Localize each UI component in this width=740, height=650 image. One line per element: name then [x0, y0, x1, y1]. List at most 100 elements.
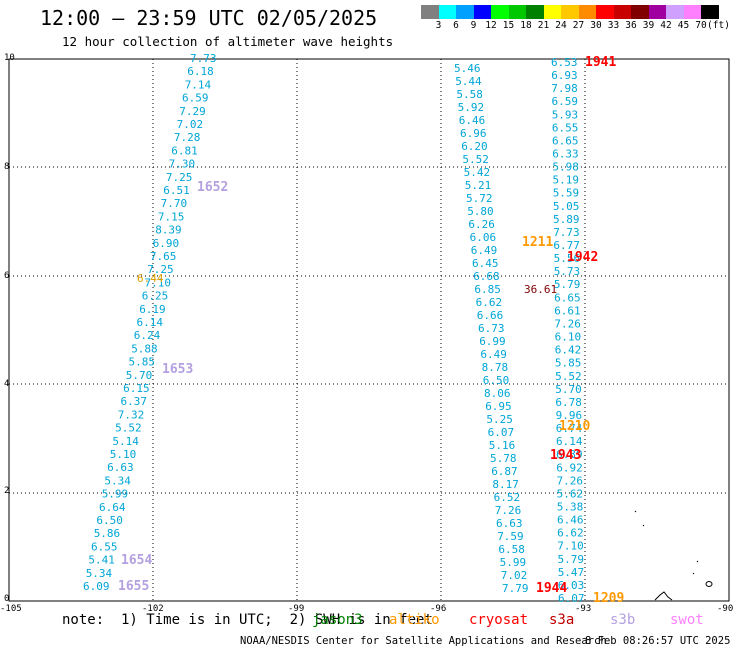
wave-height-label: 7.28 — [174, 131, 201, 144]
wave-height-label: 7.32 — [118, 408, 145, 421]
wave-height-label: 7.79 — [502, 582, 529, 595]
wave-height-label: 7.30 — [169, 158, 196, 171]
x-tick: -105 — [0, 604, 22, 614]
wave-height-label: 6.49 — [471, 244, 498, 257]
wave-height-label: 6.25 — [142, 290, 169, 303]
y-tick: 10 — [4, 53, 15, 63]
wave-height-label: 5.42 — [464, 166, 491, 179]
wave-height-label: 5.47 — [558, 566, 585, 579]
legend-label: 45 — [677, 20, 690, 31]
x-tick: -99 — [288, 604, 304, 614]
wave-height-label: 6.59 — [182, 92, 209, 105]
wave-height-label: 6.62 — [476, 296, 503, 309]
legend-label: 39 — [642, 20, 655, 31]
wave-height-label: 6.55 — [91, 540, 118, 553]
wave-height-label: 6.96 — [460, 127, 487, 140]
legend-label: 15 — [502, 20, 515, 31]
wave-height-label: 5.86 — [94, 527, 121, 540]
wave-height-label: 7.25 — [166, 171, 193, 184]
wave-height-label: 6.49 — [480, 348, 507, 361]
legend-swatch — [543, 5, 561, 19]
wave-height-label: 5.88 — [131, 342, 158, 355]
wave-height-label: 6.66 — [477, 309, 504, 322]
wave-height-label: 5.99 — [500, 556, 526, 569]
wave-height-label: 7.98 — [551, 82, 578, 95]
wave-height-label: 8.17 — [492, 478, 519, 491]
grid-lines — [9, 59, 729, 601]
wave-height-label: 6.14 — [137, 316, 164, 329]
legend-label: 9 — [470, 20, 477, 31]
wave-label: 6.44 — [137, 272, 164, 285]
wave-height-label: 5.99 — [102, 488, 129, 501]
wave-height-label: 5.85 — [555, 357, 582, 370]
wave-height-label: 7.14 — [185, 78, 212, 91]
x-tick: -90 — [717, 604, 733, 614]
wave-height-label: 6.52 — [494, 491, 520, 504]
satellite-jason3: jason3 — [312, 612, 363, 628]
legend-swatch — [613, 5, 631, 19]
x-tick: -93 — [575, 604, 591, 614]
wave-height-label: 6.15 — [123, 382, 150, 395]
wave-height-label: 5.79 — [554, 278, 581, 291]
legend-swatch — [578, 5, 596, 19]
wave-height-label: 6.85 — [474, 283, 501, 296]
y-tick: 0 — [4, 594, 9, 604]
wave-height-label: 6.09 — [83, 580, 110, 593]
wave-height-label: 6.55 — [552, 121, 579, 134]
legend-label: 27 — [572, 20, 585, 31]
wave-height-label: 6.77 — [553, 239, 580, 252]
track-a-labels: 7.736.187.146.597.297.027.286.817.307.25… — [83, 52, 217, 593]
wave-height-label: 6.58 — [498, 543, 525, 556]
wave-height-label: 5.10 — [110, 448, 137, 461]
wave-height-label: 5.85 — [129, 356, 156, 369]
legend-swatch — [631, 5, 649, 19]
legend-label: 12 — [485, 20, 497, 31]
legend-swatch — [438, 5, 456, 19]
y-tick: 4 — [4, 379, 9, 389]
wave-height-label: 5.59 — [553, 187, 580, 200]
wave-height-label: 7.73 — [190, 52, 217, 65]
wave-height-label: 7.73 — [553, 226, 580, 239]
wave-height-label: 7.02 — [501, 569, 528, 582]
wave-height-label: 5.38 — [557, 501, 584, 514]
wave-height-label: 6.50 — [96, 514, 123, 527]
pass-time-label: 1941 — [585, 55, 616, 70]
legend-swatch — [561, 5, 579, 19]
wave-height-label: 6.50 — [483, 374, 510, 387]
wave-height-label: 6.63 — [107, 461, 134, 474]
generated-timestamp: 8 Feb 08:26:57 UTC 2025 — [585, 635, 731, 647]
wave-height-label: 6.95 — [485, 400, 512, 413]
map-subtitle: 12 hour collection of altimeter wave hei… — [62, 34, 394, 49]
wave-height-label: 6.46 — [557, 514, 584, 527]
legend-label: 42 — [660, 20, 672, 31]
legend-labels: 3 6 9 12 15 18 21 24 27 30 33 36 39 42 45 70 (ft) — [421, 19, 740, 33]
legend-swatch — [508, 5, 526, 19]
wave-height-label: 6.65 — [552, 134, 579, 147]
wave-height-label: 7.10 — [145, 276, 172, 289]
wave-height-label: 5.58 — [456, 88, 483, 101]
wave-height-label: 5.21 — [465, 179, 492, 192]
legend-label: 24 — [555, 20, 567, 31]
pass-time-label: 1654 — [121, 553, 152, 568]
legend-label: (ft) — [707, 20, 730, 31]
wave-height-label: 6.14 — [556, 435, 583, 448]
wave-height-label: 6.37 — [121, 395, 148, 408]
wave-height-label: 6.81 — [171, 144, 198, 157]
wave-height-label: 5.14 — [112, 435, 139, 448]
legend-label: 18 — [520, 20, 532, 31]
wave-height-label: 7.26 — [495, 504, 522, 517]
wave-height-label: 5.52 — [115, 422, 142, 435]
map-frame — [8, 58, 730, 602]
wave-height-label: 5.19 — [553, 174, 580, 187]
wave-height-label: 8.78 — [482, 361, 509, 374]
legend-swatch — [648, 5, 666, 19]
wave-height-label: 5.98 — [552, 161, 579, 174]
wave-height-label: 6.74 — [556, 422, 583, 435]
wave-height-label: 6.39 — [556, 448, 583, 461]
legend-label: 36 — [625, 20, 637, 31]
wave-height-label: 6.92 — [556, 461, 583, 474]
wave-height-label: 6.63 — [496, 517, 523, 530]
legend-swatch — [683, 5, 701, 19]
pass-time-label: 1653 — [162, 362, 193, 377]
wave-height-label: 6.24 — [134, 329, 161, 342]
